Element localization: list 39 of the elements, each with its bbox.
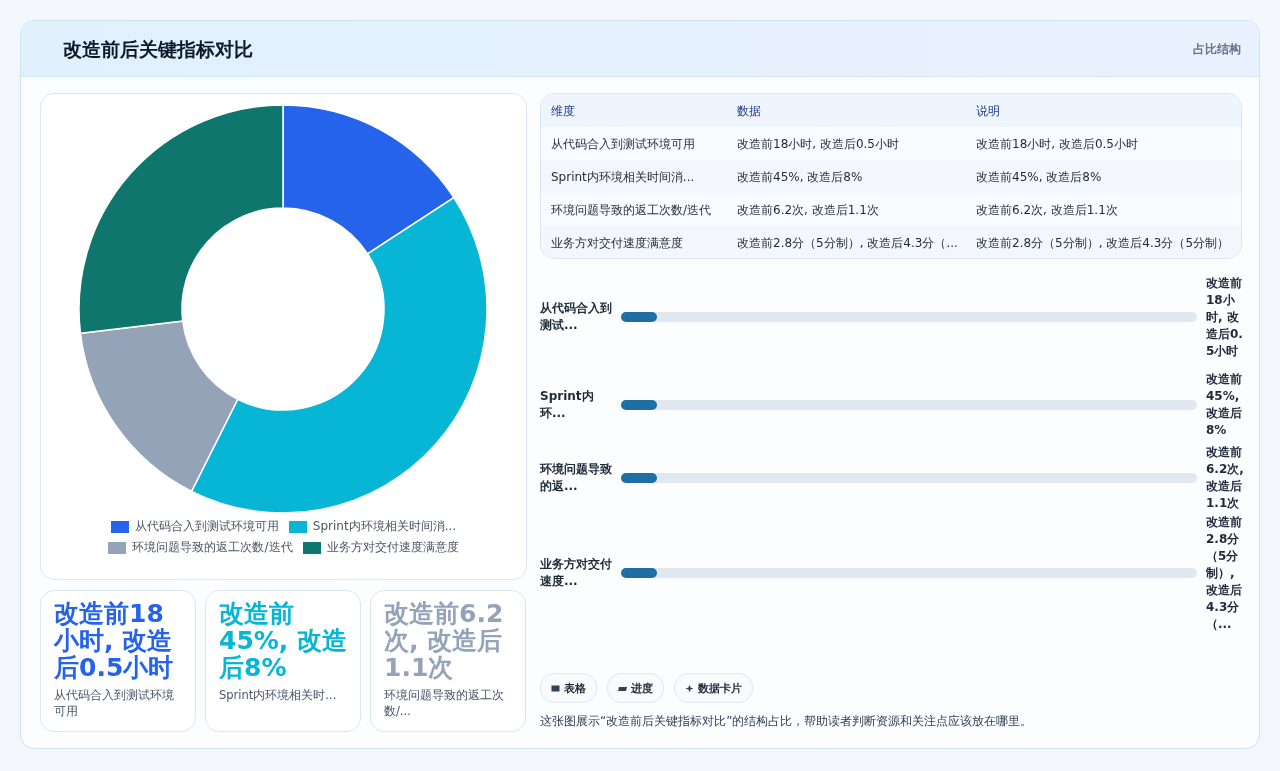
text: 业务方对交付速度满意度 — [551, 235, 683, 252]
legend-label: 环境问题导致的返工次数/迭代 — [132, 539, 293, 556]
text: 改造前2.8分（5分制）, 改造后4.3分（... — [1206, 513, 1243, 633]
text: 改造前2.8分（5分制）, 改造后4.3分（5分制） — [976, 235, 1230, 252]
text: 改造前18小时, 改造后0.5小时 — [737, 136, 899, 153]
text: 从代码合入到测试... — [540, 301, 613, 332]
text: 环境问题导致的返工次数/迭代 — [551, 202, 712, 219]
text: 从代码合入到测试环境可用 — [551, 136, 695, 153]
text: 改造前45%, 改造后8% — [1206, 371, 1243, 439]
text: 改造前6.2次, 改造后1.1次 — [976, 202, 1118, 219]
legend-label: 业务方对交付速度满意度 — [326, 539, 459, 556]
text: 说明 — [976, 103, 1000, 120]
text: 改造前18小时, 改造后0.5小时 — [1206, 274, 1244, 360]
text: 改造前6.2次, 改造后1.1次 — [1206, 444, 1245, 512]
text: Sprint内环境相关时... — [219, 687, 338, 703]
legend-label: 从代码合入到测试环境可用 — [134, 518, 279, 535]
text: 表格 — [564, 680, 586, 696]
text: 数据卡片 — [698, 680, 742, 696]
text: 占比结构 — [1193, 41, 1241, 58]
text: 改造前18小时, 改造后0.5小时 — [976, 136, 1138, 153]
text: 改造前45%, 改造后8% — [976, 169, 1102, 186]
text: 环境问题导致的返工次数/... — [384, 687, 505, 719]
text: 进度 — [631, 680, 653, 696]
text: 业务方对交付速度... — [540, 557, 613, 588]
text: 这张图展示“改造前后关键指标对比”的结构占比，帮助读者判断资源和关注点应该放在哪里。 — [540, 713, 1033, 730]
text: 改造前18小时, 改造后0.5小时 — [54, 599, 175, 682]
text: 改造前后关键指标对比 — [63, 37, 253, 62]
legend-label: Sprint内环境相关时间消... — [312, 518, 457, 535]
text: 改造前6.2次, 改造后1.1次 — [737, 202, 879, 219]
text: 改造前6.2次, 改造后1.1次 — [384, 599, 505, 682]
text: 改造前45%, 改造后8% — [737, 169, 863, 186]
text: 环境问题导致的返... — [540, 462, 613, 493]
text: 改造前2.8分（5分制）, 改造后4.3分（... — [737, 235, 958, 252]
text: 数据 — [737, 103, 761, 120]
text: 从代码合入到测试环境可用 — [54, 687, 175, 719]
text: Sprint内环... — [540, 389, 595, 420]
text: Sprint内环境相关时间消... — [551, 169, 695, 186]
text: 维度 — [551, 103, 575, 120]
text: 改造前45%, 改造后8% — [219, 599, 349, 682]
